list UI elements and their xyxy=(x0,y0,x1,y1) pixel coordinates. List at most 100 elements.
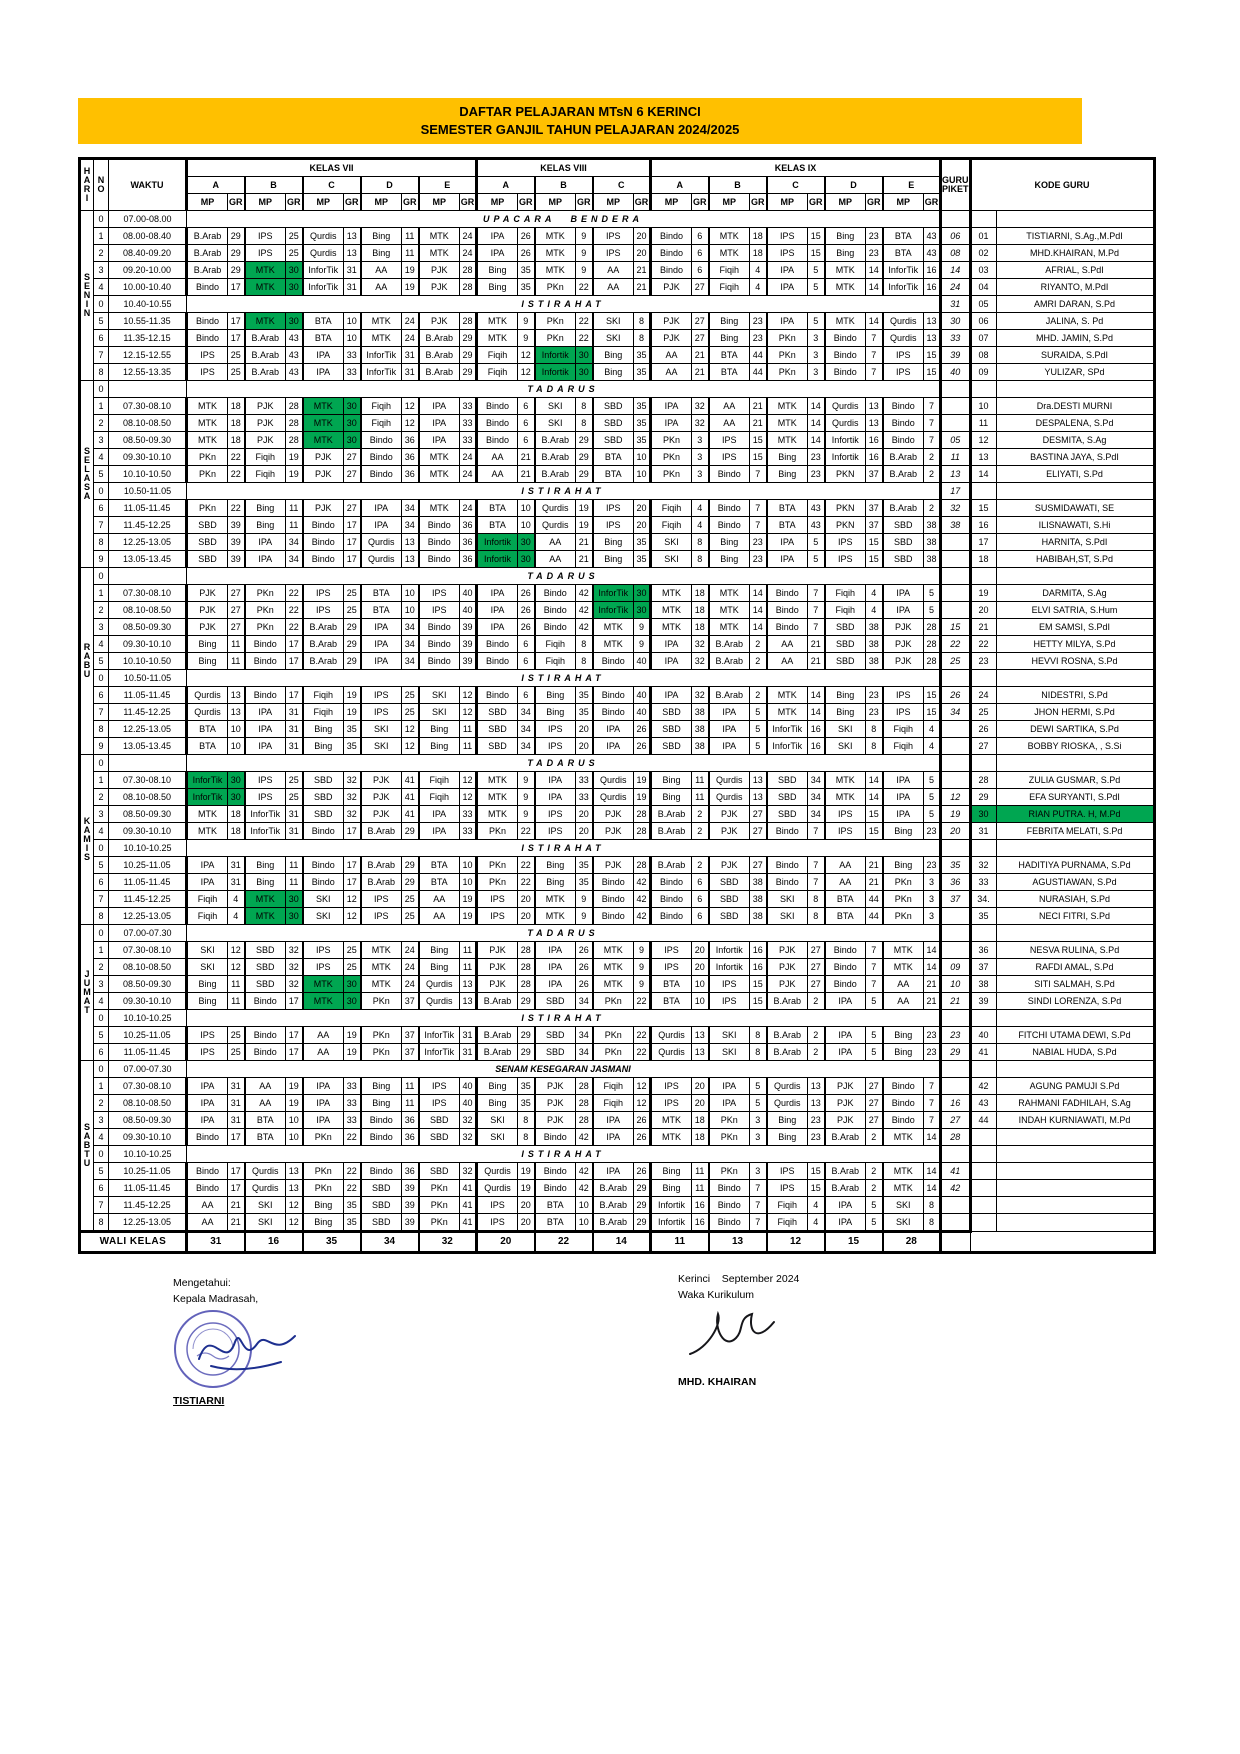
period-number: 3 xyxy=(93,618,109,637)
subject-cell: PJK xyxy=(591,856,634,875)
kode-guru-number: 44 xyxy=(968,1111,997,1130)
subject-cell: MTK xyxy=(533,244,576,263)
teacher-code-cell: 24 xyxy=(401,958,419,977)
period-number: 0 xyxy=(93,295,109,314)
header-mp: MP xyxy=(823,193,866,212)
teacher-code-cell: 30 xyxy=(343,397,361,416)
subject-cell: Bing xyxy=(881,822,924,841)
subject-cell: PKn xyxy=(301,1128,344,1147)
subject-cell: SKI xyxy=(533,397,576,416)
row-selasa-7: 6 11.05-11.45 PKn 22 Bing 11 PJK 27 IPA 34 MTK 24 BT… xyxy=(80,499,1155,518)
subject-cell: Qurdis xyxy=(475,1179,518,1198)
subject-cell: MTK xyxy=(475,788,518,807)
subject-cell: Fiqih xyxy=(649,499,692,518)
subject-cell: Bindo xyxy=(475,652,518,671)
time-range: 08.10-08.50 xyxy=(108,958,187,977)
kode-guru-number: 32 xyxy=(968,856,997,875)
teacher-code-cell: 22 xyxy=(285,618,303,637)
subject-cell: MTK xyxy=(533,261,576,280)
subject-cell: AA xyxy=(707,414,750,433)
piket-cell: 31 xyxy=(939,295,971,314)
teacher-code-cell: 11 xyxy=(285,516,303,535)
kode-guru-name xyxy=(995,754,1155,773)
subject-cell: PKn xyxy=(881,890,924,909)
teacher-code-cell: 21 xyxy=(923,975,941,994)
subject-cell: MTK xyxy=(359,958,402,977)
teacher-code-cell: 31 xyxy=(401,346,419,365)
subject-cell: MTK xyxy=(417,448,460,467)
subject-cell: Bindo xyxy=(881,1111,924,1130)
subject-cell: MTK xyxy=(591,635,634,654)
teacher-code-cell: 37 xyxy=(865,499,883,518)
teacher-code-cell: 12 xyxy=(633,1077,651,1096)
teacher-code-cell: 13 xyxy=(285,1179,303,1198)
teacher-code-cell: 30 xyxy=(227,771,245,790)
teacher-code-cell: 35 xyxy=(633,397,651,416)
subject-cell: IPA xyxy=(765,278,808,297)
teacher-code-cell: 9 xyxy=(575,907,593,926)
subject-cell: IPS xyxy=(417,584,460,603)
subject-cell: Bing xyxy=(417,958,460,977)
subject-cell: IPS xyxy=(823,822,866,841)
teacher-code-cell: 7 xyxy=(865,329,883,348)
subject-cell: IPA xyxy=(243,533,286,552)
teacher-code-cell: 26 xyxy=(633,1162,651,1181)
subject-cell: Bindo xyxy=(591,703,634,722)
teacher-code-cell: 34 xyxy=(285,533,303,552)
teacher-code-cell: 7 xyxy=(865,941,883,960)
teacher-code-cell: 14 xyxy=(923,958,941,977)
subject-cell: MTK xyxy=(475,329,518,348)
subject-cell: IPA xyxy=(417,431,460,450)
row-selasa-3: 3 08.50-09.30 MTK 18 PJK 28 MTK 30 Bindo 36 IPA 33 B… xyxy=(80,431,1155,450)
subject-cell: Bindo xyxy=(185,278,228,297)
subject-cell: MTK xyxy=(533,227,576,246)
subject-cell: IPA xyxy=(707,703,750,722)
subject-cell: PKn xyxy=(533,278,576,297)
subject-cell: PJK xyxy=(591,822,634,841)
kode-guru-number: 42 xyxy=(968,1077,997,1096)
teacher-code-cell: 15 xyxy=(865,550,883,569)
subject-cell: IPA xyxy=(301,1077,344,1096)
teacher-code-cell: 17 xyxy=(285,686,303,705)
period-number: 7 xyxy=(93,1196,109,1215)
teacher-code-cell: 16 xyxy=(865,431,883,450)
row-rabu-1: 1 07.30-08.10 PJK 27 PKn 22 IPS 25 BTA 10 IPS 40 IPA… xyxy=(80,584,1155,603)
period-number: 5 xyxy=(93,856,109,875)
teacher-code-cell: 34 xyxy=(807,788,825,807)
subject-cell: SKI xyxy=(765,890,808,909)
teacher-code-cell: 27 xyxy=(343,465,361,484)
row-kamis-9: 8 12.25-13.05 Fiqih 4 MTK 30 SKI 12 IPS 25 AA 19 IPS… xyxy=(80,907,1155,926)
subject-cell: Bindo xyxy=(765,873,808,892)
time-range: 09.30-10.10 xyxy=(108,1128,187,1147)
period-number: 5 xyxy=(93,312,109,331)
kode-guru-name: NABIAL HUDA, S.Pd xyxy=(995,1043,1155,1062)
teacher-code-cell: 12 xyxy=(459,686,477,705)
teacher-code-cell: 13 xyxy=(749,771,767,790)
teacher-code-cell: 6 xyxy=(517,397,535,416)
teacher-code-cell: 5 xyxy=(923,788,941,807)
subject-cell: MTK xyxy=(475,805,518,824)
teacher-code-cell: 10 xyxy=(343,329,361,348)
teacher-code-cell: 16 xyxy=(807,737,825,756)
teacher-code-cell: 31 xyxy=(285,805,303,824)
teacher-code-cell: 19 xyxy=(633,788,651,807)
piket-cell xyxy=(939,941,971,960)
kepala-signature-icon xyxy=(198,1334,296,1370)
time-range: 10.50-11.05 xyxy=(108,482,187,501)
kode-guru-name xyxy=(995,669,1155,688)
time-range: 10.10-10.50 xyxy=(108,652,187,671)
subject-cell: IPS xyxy=(359,686,402,705)
header-gr: GR xyxy=(923,193,941,212)
teacher-code-cell: 21 xyxy=(517,448,535,467)
subject-cell: PJK xyxy=(823,1111,866,1130)
teacher-code-cell: 15 xyxy=(865,533,883,552)
subject-cell: Bing xyxy=(475,261,518,280)
subject-cell: InforTik xyxy=(881,261,924,280)
teacher-code-cell: 28 xyxy=(923,635,941,654)
teacher-code-cell: 5 xyxy=(807,278,825,297)
kode-guru-number: 16 xyxy=(968,516,997,535)
teacher-code-cell: 35 xyxy=(633,533,651,552)
teacher-code-cell: 30 xyxy=(575,346,593,365)
